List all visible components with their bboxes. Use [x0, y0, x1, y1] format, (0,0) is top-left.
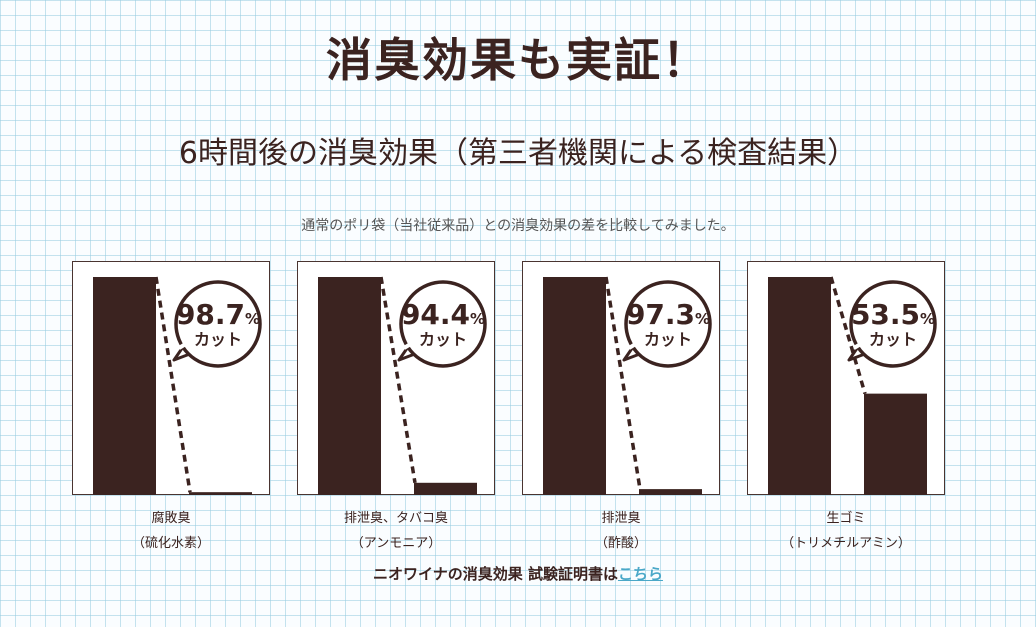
chart-label-4: 生ゴミ （トリメチルアミン）: [747, 506, 945, 556]
chart-label-line2: （アンモニア）: [350, 536, 442, 551]
chart-label-1: 腐敗臭 （硫化水素）: [72, 506, 270, 556]
cut-label: カット: [194, 330, 242, 349]
badge-circle: [624, 280, 712, 368]
badge-circle: [849, 280, 937, 368]
cut-value: 53.5%: [851, 298, 935, 331]
cut-value: 98.7%: [176, 298, 260, 331]
certificate-link[interactable]: こちら: [617, 565, 663, 583]
bar-before: [768, 277, 831, 495]
cut-number: 98.7: [176, 298, 245, 331]
chart-label-line1: 生ゴミ: [826, 511, 866, 526]
page-title: 消臭効果も実証！: [326, 33, 710, 87]
cut-badge: 53.5%カット: [847, 280, 937, 368]
chart-panel-1: 98.7% カット: [72, 261, 270, 495]
chart-label-line1: 排泄臭: [601, 511, 641, 526]
cut-label: カット: [869, 330, 917, 349]
chart-panel-2: 94.4% カット: [297, 261, 495, 495]
bar-after: [864, 393, 927, 495]
drop-line: [154, 276, 192, 493]
cut-percent: %: [470, 310, 485, 328]
badge-circle: [399, 280, 487, 368]
chart-label-3: 排泄臭 （酢酸）: [522, 506, 720, 556]
cut-number: 97.3: [626, 298, 695, 331]
badge-join: [402, 340, 416, 350]
cut-percent: %: [245, 310, 260, 328]
chart-label-line1: 腐敗臭: [151, 511, 191, 526]
badge-join: [852, 340, 866, 350]
cut-label: カット: [644, 330, 692, 349]
bar-after: [189, 492, 252, 495]
cut-badge: 97.3%カット: [622, 280, 712, 368]
chart-panel-3: 97.3% カット: [522, 261, 720, 495]
footer-line: ニオワイナの消臭効果 試験証明書はこちら: [0, 563, 1036, 584]
bar-after: [414, 482, 477, 495]
bar-before: [543, 277, 606, 495]
chart-label-line1: 排泄臭、タバコ臭: [343, 511, 448, 526]
chart-label-line2: （トリメチルアミン）: [781, 536, 911, 551]
cut-percent: %: [920, 310, 935, 328]
drop-line: [829, 276, 867, 395]
badge-circle: [174, 280, 262, 368]
bar-before: [318, 277, 381, 495]
drop-line: [379, 276, 417, 484]
bar-before: [93, 277, 156, 495]
cut-percent: %: [695, 310, 710, 328]
badge-join: [177, 340, 191, 350]
cut-value: 94.4%: [401, 298, 485, 331]
chart-panel-4: 53.5% カット: [747, 261, 945, 495]
cut-badge: 98.7%カット: [172, 280, 262, 368]
cut-number: 94.4: [401, 298, 470, 331]
cut-number: 53.5: [851, 298, 920, 331]
cut-label: カット: [419, 330, 467, 349]
footer-text: ニオワイナの消臭効果 試験証明書は: [373, 565, 618, 583]
bar-after: [639, 489, 702, 495]
badge-join: [627, 340, 641, 350]
cut-value: 97.3%: [626, 298, 710, 331]
cut-badge: 94.4%カット: [397, 280, 487, 368]
chart-label-line2: （硫化水素）: [131, 536, 210, 551]
chart-label-2: 排泄臭、タバコ臭 （アンモニア）: [297, 506, 495, 556]
chart-label-line2: （酢酸）: [594, 536, 647, 551]
lead-text: 通常のポリ袋（当社従来品）との消臭効果の差を比較してみました。: [301, 218, 735, 234]
page-subtitle: 6時間後の消臭効果（第三者機関による検査結果）: [178, 136, 858, 171]
